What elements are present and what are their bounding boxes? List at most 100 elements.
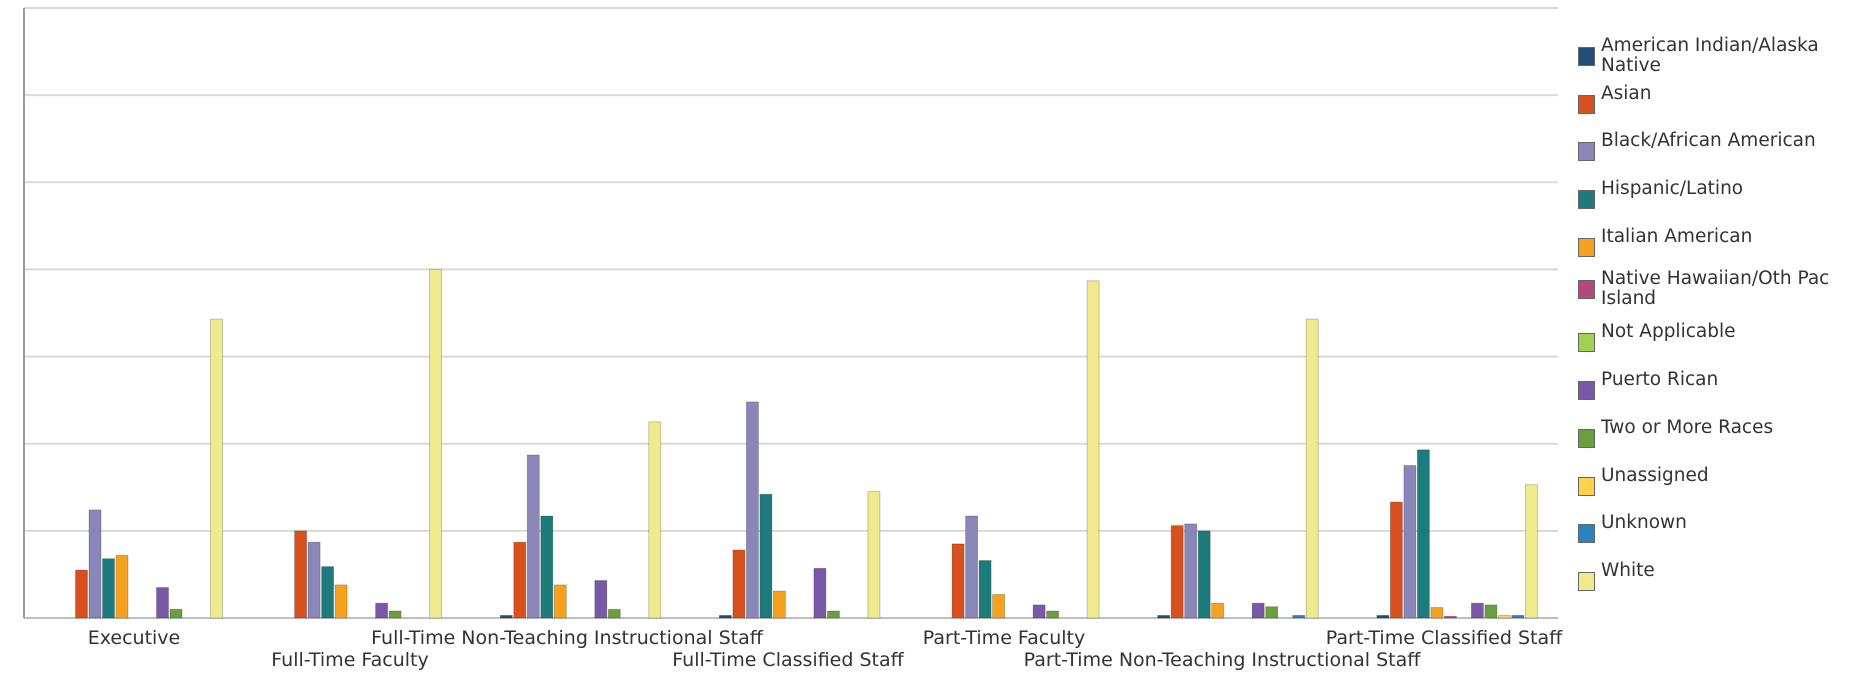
bar[interactable]: [1032, 604, 1046, 619]
bar[interactable]: [1046, 610, 1059, 619]
legend-label: American Indian/Alaska Native: [1601, 35, 1819, 76]
bar[interactable]: [1197, 530, 1211, 619]
legend-swatch: [1578, 142, 1595, 161]
legend-item[interactable]: White: [1578, 561, 1871, 591]
bar[interactable]: [102, 558, 115, 619]
legend-item[interactable]: Puerto Rican: [1578, 370, 1871, 400]
bar[interactable]: [499, 615, 513, 619]
legend-item[interactable]: Not Applicable: [1578, 322, 1871, 352]
bar[interactable]: [773, 590, 786, 619]
bar[interactable]: [965, 515, 978, 619]
legend-label: Unknown: [1601, 512, 1687, 533]
bar[interactable]: [1403, 465, 1417, 619]
legend-swatch: [1578, 238, 1595, 257]
legend-label: Native Hawaiian/Oth Pac Island: [1601, 268, 1830, 309]
bar[interactable]: [1444, 615, 1457, 619]
bar[interactable]: [1471, 602, 1484, 619]
bar[interactable]: [1498, 615, 1511, 619]
bar[interactable]: [1251, 602, 1265, 619]
bar[interactable]: [210, 318, 223, 619]
bar[interactable]: [1430, 607, 1444, 619]
legend-label: Hispanic/Latino: [1601, 178, 1744, 199]
legend-swatch: [1578, 381, 1595, 400]
bar[interactable]: [1417, 449, 1430, 619]
bar[interactable]: [1525, 484, 1538, 619]
bar[interactable]: [1086, 280, 1100, 619]
bar[interactable]: [732, 549, 746, 619]
bar[interactable]: [334, 584, 348, 619]
legend-item[interactable]: Unassigned: [1578, 466, 1871, 496]
bar[interactable]: [88, 509, 102, 619]
legend-item[interactable]: Native Hawaiian/Oth Pac Island: [1578, 269, 1871, 309]
bar[interactable]: [429, 268, 443, 619]
category-label: Part-Time Faculty: [923, 627, 1085, 649]
legend-label: Italian American: [1601, 226, 1753, 247]
bar[interactable]: [978, 560, 992, 619]
bar[interactable]: [540, 515, 554, 619]
bar[interactable]: [594, 580, 608, 619]
bar[interactable]: [388, 610, 402, 619]
bar[interactable]: [1484, 604, 1498, 619]
legend-item[interactable]: Unknown: [1578, 513, 1871, 543]
legend-item[interactable]: Black/African American: [1578, 131, 1871, 161]
category-labels: Executive Full-Time Faculty Full-Time No…: [88, 627, 1563, 671]
legend-item[interactable]: Two or More Races: [1578, 418, 1871, 448]
bar[interactable]: [607, 608, 621, 619]
bar[interactable]: [867, 491, 881, 619]
bar[interactable]: [1376, 615, 1390, 619]
legend-item[interactable]: Italian American: [1578, 227, 1871, 257]
bar[interactable]: [294, 530, 308, 619]
bar[interactable]: [1211, 602, 1225, 619]
legend-swatch: [1578, 477, 1595, 496]
bar[interactable]: [813, 567, 827, 619]
legend-label: Black/African American: [1601, 130, 1816, 151]
bar[interactable]: [992, 594, 1005, 619]
bar[interactable]: [115, 554, 129, 619]
bar[interactable]: [951, 543, 965, 619]
bar[interactable]: [827, 610, 840, 619]
bar[interactable]: [513, 541, 527, 619]
legend-swatch: [1578, 47, 1595, 66]
bar[interactable]: [1305, 318, 1319, 619]
gridlines: [24, 7, 1558, 532]
bar[interactable]: [375, 602, 389, 619]
legend-swatch: [1578, 429, 1595, 448]
legend-item[interactable]: American Indian/Alaska Native: [1578, 36, 1871, 76]
bar[interactable]: [526, 454, 540, 619]
category-label: Full-Time Non-Teaching Instructional Sta…: [371, 627, 764, 649]
bar[interactable]: [75, 569, 88, 619]
bar[interactable]: [307, 541, 321, 619]
legend-swatch: [1578, 572, 1595, 591]
bar[interactable]: [1292, 615, 1306, 619]
category-label: Executive: [88, 627, 181, 649]
legend-swatch: [1578, 524, 1595, 543]
legend-item[interactable]: Asian: [1578, 84, 1871, 114]
bar[interactable]: [1170, 525, 1184, 619]
bar[interactable]: [1157, 615, 1171, 619]
legend-label: Unassigned: [1601, 465, 1709, 486]
bar[interactable]: [156, 587, 169, 619]
legend-label: Two or More Races: [1601, 417, 1774, 438]
legend-item[interactable]: Hispanic/Latino: [1578, 179, 1871, 209]
legend-swatch: [1578, 95, 1595, 114]
bar[interactable]: [759, 493, 773, 619]
category-label: Part-Time Non-Teaching Instructional Sta…: [1024, 649, 1422, 671]
bar[interactable]: [321, 566, 335, 619]
bar[interactable]: [1390, 501, 1403, 619]
bar[interactable]: [746, 401, 759, 619]
legend-label: White: [1601, 560, 1655, 581]
bar[interactable]: [648, 421, 662, 619]
bars: [75, 268, 1538, 619]
category-label: Full-Time Faculty: [271, 649, 428, 671]
category-label: Part-Time Classified Staff: [1326, 627, 1563, 649]
bar[interactable]: [719, 615, 732, 619]
bar[interactable]: [169, 608, 183, 619]
bar[interactable]: [1511, 615, 1525, 619]
legend-label: Puerto Rican: [1601, 369, 1719, 390]
legend-swatch: [1578, 333, 1595, 352]
bar[interactable]: [1265, 606, 1279, 619]
bar[interactable]: [1184, 523, 1198, 619]
legend-label: Asian: [1601, 83, 1652, 104]
bar[interactable]: [553, 584, 567, 619]
